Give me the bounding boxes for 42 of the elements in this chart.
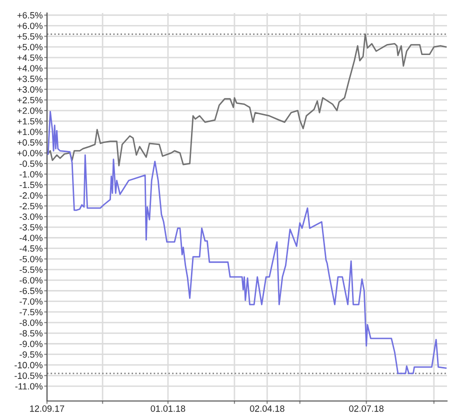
y-tick-label: -11.0% xyxy=(15,383,43,390)
line-series xyxy=(47,110,447,374)
line-series xyxy=(47,34,447,166)
y-tick-label: -1.0% xyxy=(20,171,43,178)
y-tick-label: +1.5% xyxy=(17,118,43,124)
y-tick-label: +0.0% xyxy=(17,150,43,156)
y-tick-label: -7.5% xyxy=(20,308,43,316)
y-tick-label: +3.5% xyxy=(17,76,43,82)
y-tick-label: -5.0% xyxy=(20,256,43,262)
x-tick-label: 02.07.18 xyxy=(349,405,384,412)
y-tick-label: -10.0% xyxy=(14,362,43,368)
x-tick-label: 01.01.18 xyxy=(150,405,186,412)
y-tick-label: -8.0% xyxy=(20,320,43,326)
y-tick-label: -4.0% xyxy=(20,234,43,242)
y-tick-label: -10.5% xyxy=(14,372,43,379)
y-tick-label: -1.5% xyxy=(20,182,43,188)
y-tick-label: +6.0% xyxy=(17,22,43,30)
y-tick-label: +0.5% xyxy=(17,139,43,146)
y-tick-label: +2.0% xyxy=(17,107,43,114)
y-tick-label: -0.5% xyxy=(20,160,43,167)
y-tick-label: -4.5% xyxy=(20,245,43,252)
y-tick-label: -2.5% xyxy=(20,202,43,210)
y-tick-label: +5.5% xyxy=(17,33,43,40)
y-tick-label: +3.0% xyxy=(17,86,43,93)
y-tick-label: -6.0% xyxy=(20,277,43,284)
y-tick-label: -9.0% xyxy=(20,340,43,348)
x-tick-label: 02.04.18 xyxy=(250,405,284,412)
y-tick-label: +6.5% xyxy=(17,12,43,18)
y-tick-label: -9.5% xyxy=(20,351,43,358)
x-tick-label: 12.09.17 xyxy=(30,405,64,412)
y-tick-label: +5.0% xyxy=(17,44,43,50)
y-tick-label: -8.5% xyxy=(20,330,43,337)
y-tick-label: -6.5% xyxy=(20,288,43,294)
y-tick-label: -2.0% xyxy=(20,192,43,199)
y-tick-label: -5.5% xyxy=(20,266,43,273)
y-tick-label: +4.5% xyxy=(17,54,43,61)
y-tick-label: +1.0% xyxy=(17,128,43,136)
y-tick-label: -3.0% xyxy=(20,214,43,220)
y-tick-label: +2.5% xyxy=(17,96,43,104)
y-tick-label: -7.0% xyxy=(20,298,43,305)
y-tick-label: +4.0% xyxy=(17,65,43,72)
y-tick-label: -3.5% xyxy=(20,224,43,230)
